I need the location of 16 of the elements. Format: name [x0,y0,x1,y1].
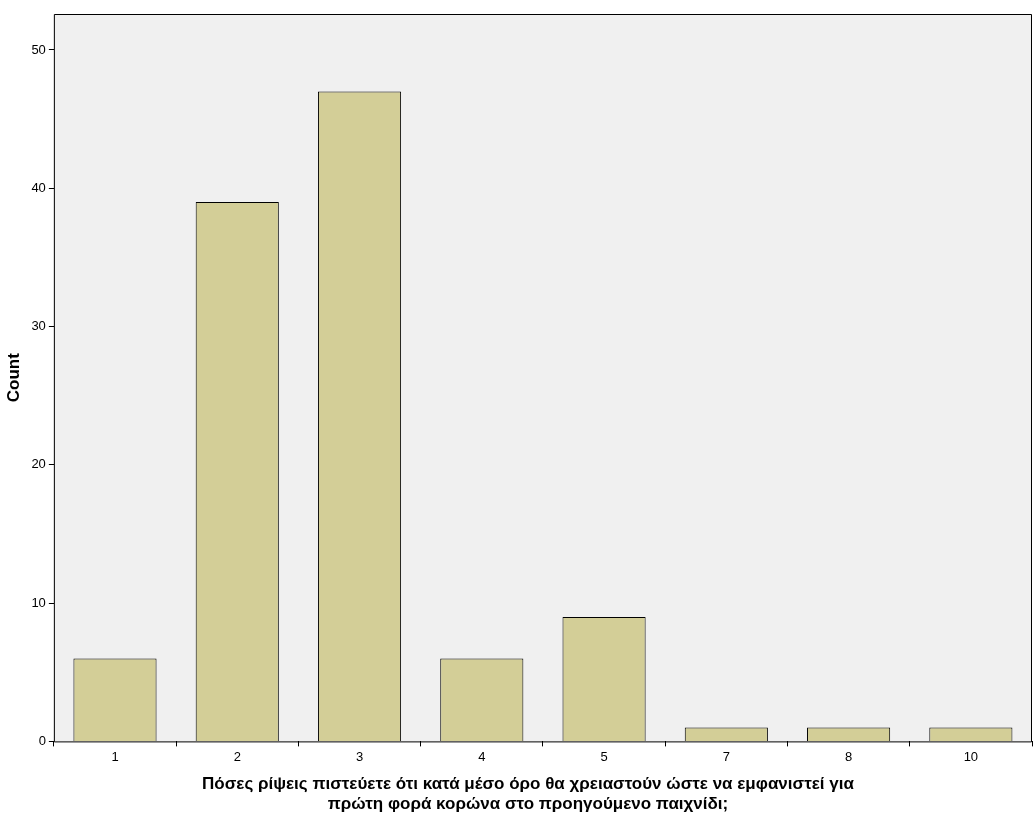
y-tick-label: 40 [31,179,46,195]
x-axis-title: Πόσες ρίψεις πιστεύετε ότι κατά μέσο όρο θα χρειαστούν ώστε να εμφανιστεί για πρώτη φορά κορώνα στο προηγούμενο παιχνίδι; [201,774,855,814]
x-tick-label: 7 [722,748,730,764]
y-tick-label: 30 [31,318,46,334]
y-tick-label: 50 [31,41,46,57]
y-tick-label: 0 [38,732,46,748]
x-tick-label: 5 [600,748,608,764]
x-tick-label: 3 [355,748,364,764]
x-tick-label: 1 [111,748,119,764]
x-tick-label: 4 [478,748,486,764]
x-tick-label: 2 [233,748,241,764]
x-tick-label: 8 [844,748,853,764]
x-tick-label: 10 [963,748,979,764]
y-tick-label: 20 [31,456,46,472]
y-tick-label: 10 [31,594,46,610]
y-axis-title: Count [3,352,23,403]
